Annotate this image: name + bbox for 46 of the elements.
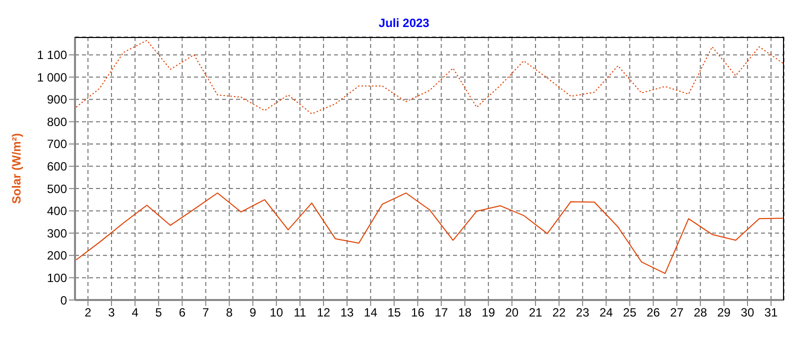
x-tick-label: 15 (387, 306, 402, 320)
line-series (76, 40, 784, 114)
x-tick-label: 14 (364, 306, 378, 320)
x-tick-label: 19 (482, 306, 496, 320)
x-tick-label: 28 (694, 306, 708, 320)
x-tick-label: 7 (202, 306, 210, 320)
x-tick-label: 30 (740, 306, 754, 320)
y-tick-label: 0 (60, 293, 68, 308)
y-tick-label: 700 (46, 137, 68, 152)
x-tick-label: 27 (670, 306, 684, 320)
y-tick-label: 800 (46, 114, 68, 129)
y-tick-label: 100 (46, 270, 68, 285)
x-tick-label: 20 (505, 306, 519, 320)
chart-title: Juli 2023 (378, 16, 430, 30)
y-tick-label: 300 (46, 226, 68, 240)
x-tick-label: 24 (599, 306, 614, 320)
line-series (76, 192, 784, 274)
x-tick-label: 31 (764, 306, 778, 320)
y-tick-label: 900 (46, 92, 68, 107)
y-axis-title: Solar (W/m²) (9, 133, 24, 204)
x-tick-label: 21 (528, 306, 542, 320)
x-tick-label: 13 (340, 306, 354, 320)
x-tick-label: 11 (294, 306, 306, 320)
y-tick-label: 500 (46, 182, 68, 196)
x-tick-label: 9 (249, 306, 256, 320)
x-tick-label: 8 (226, 306, 233, 320)
x-tick-label: 4 (132, 306, 139, 320)
x-tick-label: 23 (576, 306, 590, 320)
y-tick-label: 600 (46, 160, 68, 174)
x-tick-label: 25 (623, 306, 637, 320)
x-tick-label: 17 (434, 306, 448, 320)
x-tick-label: 6 (178, 306, 186, 320)
x-tick-label: 16 (411, 306, 425, 320)
x-tick-label: 12 (316, 306, 330, 320)
x-tick-label: 2 (84, 306, 92, 320)
x-tick-label: 29 (717, 306, 731, 320)
x-tick-label: 22 (552, 306, 566, 320)
x-tick-label: 3 (108, 306, 116, 320)
x-tick-label: 10 (270, 306, 284, 320)
y-tick-label: 400 (46, 204, 68, 218)
y-tick-label: 200 (46, 248, 68, 263)
y-tick-label: 1 000 (36, 70, 68, 84)
x-tick-label: 26 (646, 306, 660, 320)
y-tick-label: 1 100 (36, 48, 68, 62)
x-tick-label: 5 (155, 306, 162, 320)
x-tick-label: 18 (458, 306, 472, 320)
